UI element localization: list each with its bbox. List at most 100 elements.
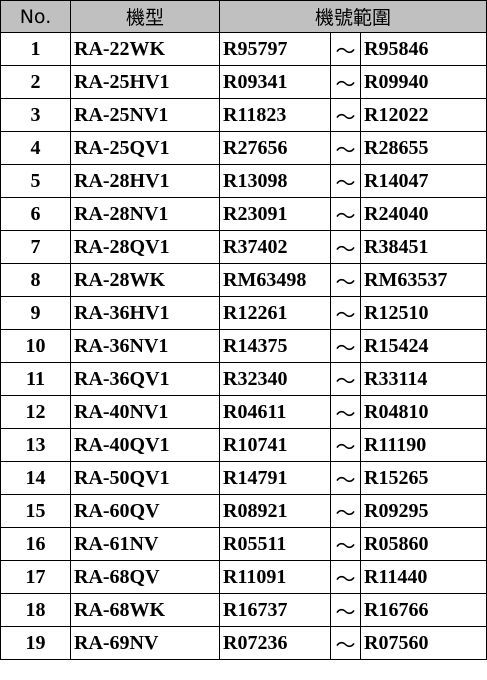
serial-from: R07236	[219, 626, 331, 660]
sep: ～	[330, 197, 361, 231]
table-row: 15 RA-60QV R08921 ～ R09295	[0, 494, 487, 528]
serial-to: R04810	[360, 395, 487, 429]
serial-from: R10741	[219, 428, 331, 462]
table-row: 8 RA-28WK RM63498 ～ RM63537	[0, 263, 487, 297]
model: RA-28HV1	[70, 164, 220, 198]
table-row: 13 RA-40QV1 R10741 ～ R11190	[0, 428, 487, 462]
serial-from: R95797	[219, 32, 331, 66]
serial-to: R28655	[360, 131, 487, 165]
sep: ～	[330, 329, 361, 363]
table-row: 5 RA-28HV1 R13098 ～ R14047	[0, 164, 487, 198]
serial-from: R14375	[219, 329, 331, 363]
serial-from: R23091	[219, 197, 331, 231]
model: RA-68WK	[70, 593, 220, 627]
model: RA-28NV1	[70, 197, 220, 231]
table-row: 16 RA-61NV R05511 ～ R05860	[0, 527, 487, 561]
serial-from: RM63498	[219, 263, 331, 297]
serial-from: R13098	[219, 164, 331, 198]
no: 1	[0, 32, 71, 66]
header-no: No.	[0, 0, 71, 33]
sep: ～	[330, 527, 361, 561]
serial-to: R07560	[360, 626, 487, 660]
model: RA-36HV1	[70, 296, 220, 330]
model: RA-28WK	[70, 263, 220, 297]
table-row: 2 RA-25HV1 R09341 ～ R09940	[0, 65, 487, 99]
serial-from: R12261	[219, 296, 331, 330]
serial-to: R14047	[360, 164, 487, 198]
no: 16	[0, 527, 71, 561]
serial-to: R11440	[360, 560, 487, 594]
model: RA-50QV1	[70, 461, 220, 495]
no: 6	[0, 197, 71, 231]
table-row: 19 RA-69NV R07236 ～ R07560	[0, 626, 487, 660]
table-row: 7 RA-28QV1 R37402 ～ R38451	[0, 230, 487, 264]
no: 13	[0, 428, 71, 462]
model: RA-36NV1	[70, 329, 220, 363]
serial-to: R12022	[360, 98, 487, 132]
sep: ～	[330, 164, 361, 198]
model: RA-25NV1	[70, 98, 220, 132]
serial-from: R32340	[219, 362, 331, 396]
serial-to: R95846	[360, 32, 487, 66]
model: RA-40NV1	[70, 395, 220, 429]
no: 8	[0, 263, 71, 297]
sep: ～	[330, 560, 361, 594]
sep: ～	[330, 428, 361, 462]
table-row: 9 RA-36HV1 R12261 ～ R12510	[0, 296, 487, 330]
sep: ～	[330, 65, 361, 99]
serial-from: R09341	[219, 65, 331, 99]
table-row: 4 RA-25QV1 R27656 ～ R28655	[0, 131, 487, 165]
no: 12	[0, 395, 71, 429]
serial-to: R38451	[360, 230, 487, 264]
no: 2	[0, 65, 71, 99]
serial-from: R37402	[219, 230, 331, 264]
sep: ～	[330, 362, 361, 396]
sep: ～	[330, 626, 361, 660]
no: 5	[0, 164, 71, 198]
no: 15	[0, 494, 71, 528]
serial-to: R12510	[360, 296, 487, 330]
table-row: 17 RA-68QV R11091 ～ R11440	[0, 560, 487, 594]
no: 3	[0, 98, 71, 132]
serial-from: R04611	[219, 395, 331, 429]
model: RA-25HV1	[70, 65, 220, 99]
no: 19	[0, 626, 71, 660]
model: RA-28QV1	[70, 230, 220, 264]
model: RA-36QV1	[70, 362, 220, 396]
sep: ～	[330, 131, 361, 165]
no: 14	[0, 461, 71, 495]
sep: ～	[330, 263, 361, 297]
no: 17	[0, 560, 71, 594]
sep: ～	[330, 494, 361, 528]
serial-to: R15424	[360, 329, 487, 363]
serial-to: R16766	[360, 593, 487, 627]
model: RA-69NV	[70, 626, 220, 660]
header-model: 機型	[70, 0, 220, 33]
header-range: 機號範圍	[219, 0, 487, 33]
no: 10	[0, 329, 71, 363]
serial-from: R14791	[219, 461, 331, 495]
header-row: No. 機型 機號範圍	[0, 0, 487, 33]
serial-from: R27656	[219, 131, 331, 165]
no: 7	[0, 230, 71, 264]
serial-to: R11190	[360, 428, 487, 462]
serial-to: R05860	[360, 527, 487, 561]
sep: ～	[330, 32, 361, 66]
sep: ～	[330, 593, 361, 627]
serial-to: R09940	[360, 65, 487, 99]
model: RA-40QV1	[70, 428, 220, 462]
table-row: 14 RA-50QV1 R14791 ～ R15265	[0, 461, 487, 495]
table-row: 6 RA-28NV1 R23091 ～ R24040	[0, 197, 487, 231]
table-row: 3 RA-25NV1 R11823 ～ R12022	[0, 98, 487, 132]
model: RA-25QV1	[70, 131, 220, 165]
sep: ～	[330, 98, 361, 132]
serial-to: R09295	[360, 494, 487, 528]
model: RA-68QV	[70, 560, 220, 594]
table-row: 12 RA-40NV1 R04611 ～ R04810	[0, 395, 487, 429]
serial-to: R24040	[360, 197, 487, 231]
model: RA-22WK	[70, 32, 220, 66]
no: 9	[0, 296, 71, 330]
sep: ～	[330, 395, 361, 429]
sep: ～	[330, 230, 361, 264]
